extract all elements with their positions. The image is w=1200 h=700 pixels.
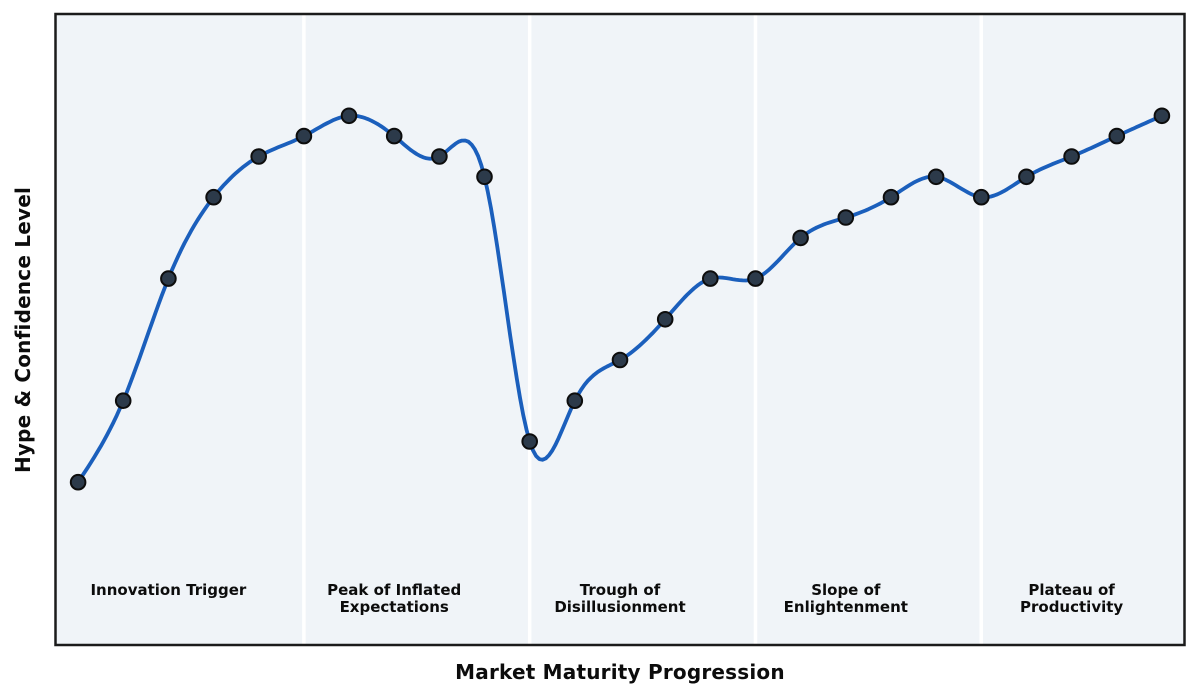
- data-point-marker: [656, 311, 674, 328]
- data-point-marker: [792, 229, 809, 247]
- phase-label: Slope of Enlightenment: [784, 581, 908, 616]
- data-point-marker: [927, 168, 945, 186]
- data-point-marker: [566, 392, 584, 410]
- plot-border: [54, 12, 1186, 647]
- data-point-marker: [837, 209, 855, 226]
- data-point-marker: [882, 188, 900, 206]
- data-point-marker: [611, 351, 629, 369]
- phase-label: Peak of Inflated Expectations: [327, 581, 461, 616]
- data-point-marker: [160, 270, 177, 287]
- data-point-marker: [1153, 107, 1171, 125]
- data-point-marker: [1108, 127, 1126, 145]
- data-point-marker: [340, 107, 358, 125]
- phase-label: Innovation Trigger: [90, 581, 246, 599]
- data-point-marker: [1063, 148, 1080, 165]
- data-point-marker: [702, 270, 719, 287]
- data-point-marker: [747, 270, 764, 287]
- y-axis-label: Hype & Confidence Level: [11, 186, 35, 474]
- data-point-marker: [973, 188, 990, 206]
- phase-label: Plateau of Productivity: [1020, 581, 1123, 616]
- phase-label: Trough of Disillusionment: [554, 581, 685, 616]
- data-point-marker: [431, 148, 448, 165]
- data-point-marker: [250, 148, 268, 165]
- plot-panel: [55, 14, 1185, 645]
- data-point-marker: [114, 392, 132, 410]
- x-axis-label: Market Maturity Progression: [455, 660, 785, 684]
- data-point-marker: [295, 127, 313, 145]
- data-point-marker: [476, 168, 493, 186]
- data-point-marker: [521, 433, 539, 450]
- data-point-marker: [385, 127, 403, 145]
- data-point-marker: [205, 188, 222, 206]
- data-point-marker: [69, 473, 87, 491]
- data-point-marker: [1018, 168, 1035, 186]
